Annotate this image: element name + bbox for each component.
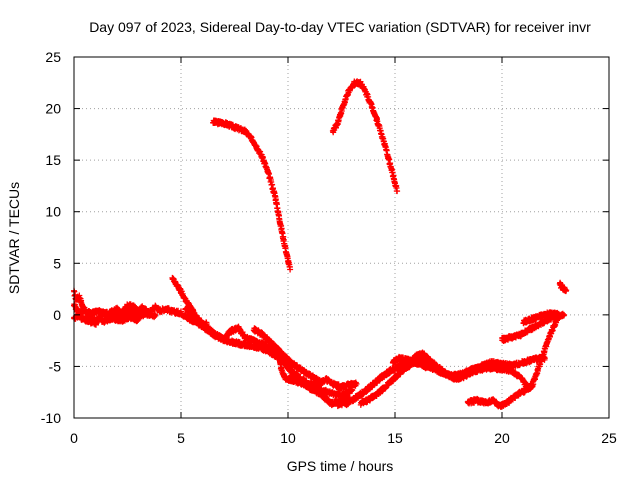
y-tick-label: -10 [41, 410, 61, 426]
data-marks [329, 78, 401, 195]
data-series-arc-9 [274, 346, 360, 392]
x-tick-label: 10 [280, 430, 296, 446]
x-tick-labels: 0 5 10 15 20 25 [70, 430, 617, 446]
data-points [71, 78, 570, 410]
data-marks [464, 315, 561, 410]
y-axis-label: SDTVAR / TECUs [6, 182, 22, 294]
x-tick-label: 5 [177, 430, 185, 446]
data-marks [274, 346, 360, 392]
x-tick-label: 15 [387, 430, 403, 446]
y-tick-label: 10 [45, 204, 61, 220]
data-marks [210, 117, 294, 273]
data-series-arc-13 [464, 315, 561, 410]
y-tick-label: 15 [45, 152, 61, 168]
data-marks [389, 353, 505, 381]
x-tick-label: 0 [70, 430, 78, 446]
y-tick-label: 5 [53, 255, 61, 271]
axis-ticks [73, 56, 610, 419]
x-tick-label: 20 [494, 430, 510, 446]
x-tick-label: 25 [601, 430, 617, 446]
data-series-arc-12 [389, 353, 505, 381]
chart-title: Day 097 of 2023, Sidereal Day-to-day VTE… [89, 19, 591, 35]
y-tick-labels: -10 -5 0 5 10 15 20 25 [41, 49, 61, 426]
data-series-arc-2 [329, 78, 401, 195]
data-series-arc-15 [520, 309, 561, 327]
y-tick-label: 0 [53, 307, 61, 323]
x-axis-label: GPS time / hours [287, 458, 394, 474]
plot-frame [73, 56, 610, 419]
data-series-arc-16 [556, 279, 570, 295]
y-tick-label: 25 [45, 49, 61, 65]
y-tick-label: 20 [45, 101, 61, 117]
data-series-arc-1 [210, 117, 294, 273]
data-marks [556, 279, 570, 295]
data-marks [520, 309, 561, 327]
y-tick-label: -5 [49, 358, 62, 374]
